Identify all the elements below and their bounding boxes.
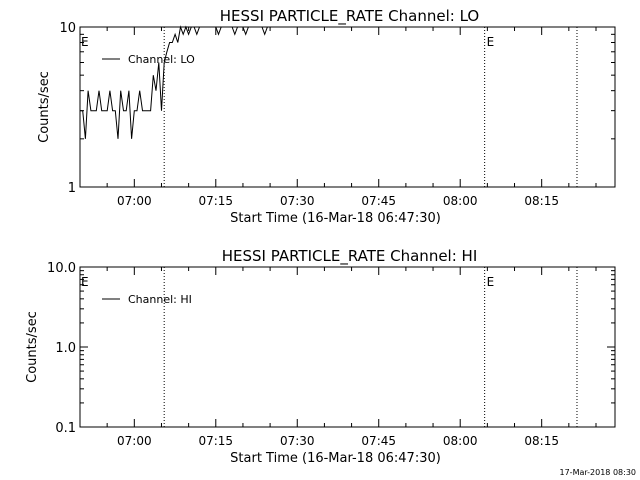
- x-axis-label: Start Time (16-Mar-18 06:47:30): [230, 211, 441, 226]
- x-tick-label: 08:15: [524, 434, 559, 448]
- plot-frame: [79, 26, 616, 188]
- x-tick-label: 08:15: [524, 194, 559, 208]
- y-tick-label: 10.0: [47, 261, 76, 276]
- x-axis-label: Start Time (16-Mar-18 06:47:30): [230, 451, 441, 466]
- x-tick-label: 08:00: [443, 194, 478, 208]
- chart-title: HESSI PARTICLE_RATE Channel: HI: [222, 247, 478, 266]
- chart-panel-1: [79, 266, 616, 428]
- y-tick-label: 0.1: [55, 421, 76, 436]
- y-tick-label: 10: [59, 21, 76, 36]
- edge-event-label: E: [81, 35, 89, 49]
- x-tick-label: 07:15: [198, 434, 233, 448]
- timestamp: 17-Mar-2018 08:30: [560, 468, 637, 477]
- x-tick-label: 07:30: [280, 194, 315, 208]
- y-tick-label: 1.0: [55, 341, 76, 356]
- series-line-0: [80, 25, 271, 139]
- edge-event-label: E: [81, 275, 89, 289]
- x-tick-label: 07:45: [361, 434, 396, 448]
- x-tick-label: 07:45: [361, 194, 396, 208]
- x-tick-label: 07:00: [117, 434, 152, 448]
- legend-entry: Channel: LO: [128, 53, 195, 66]
- event-marker-label: E: [487, 275, 495, 289]
- x-tick-label: 07:30: [280, 434, 315, 448]
- event-marker-label: E: [487, 35, 495, 49]
- legend-entry: Channel: HI: [128, 293, 192, 306]
- chart-panel-0: [79, 25, 616, 188]
- plot-frame: [79, 266, 616, 428]
- x-tick-label: 08:00: [443, 434, 478, 448]
- chart-title: HESSI PARTICLE_RATE Channel: LO: [220, 7, 479, 26]
- y-tick-label: 1: [68, 181, 76, 196]
- x-tick-label: 07:15: [198, 194, 233, 208]
- x-tick-label: 07:00: [117, 194, 152, 208]
- y-axis-label: Counts/sec: [25, 311, 40, 383]
- y-axis-label: Counts/sec: [37, 71, 52, 143]
